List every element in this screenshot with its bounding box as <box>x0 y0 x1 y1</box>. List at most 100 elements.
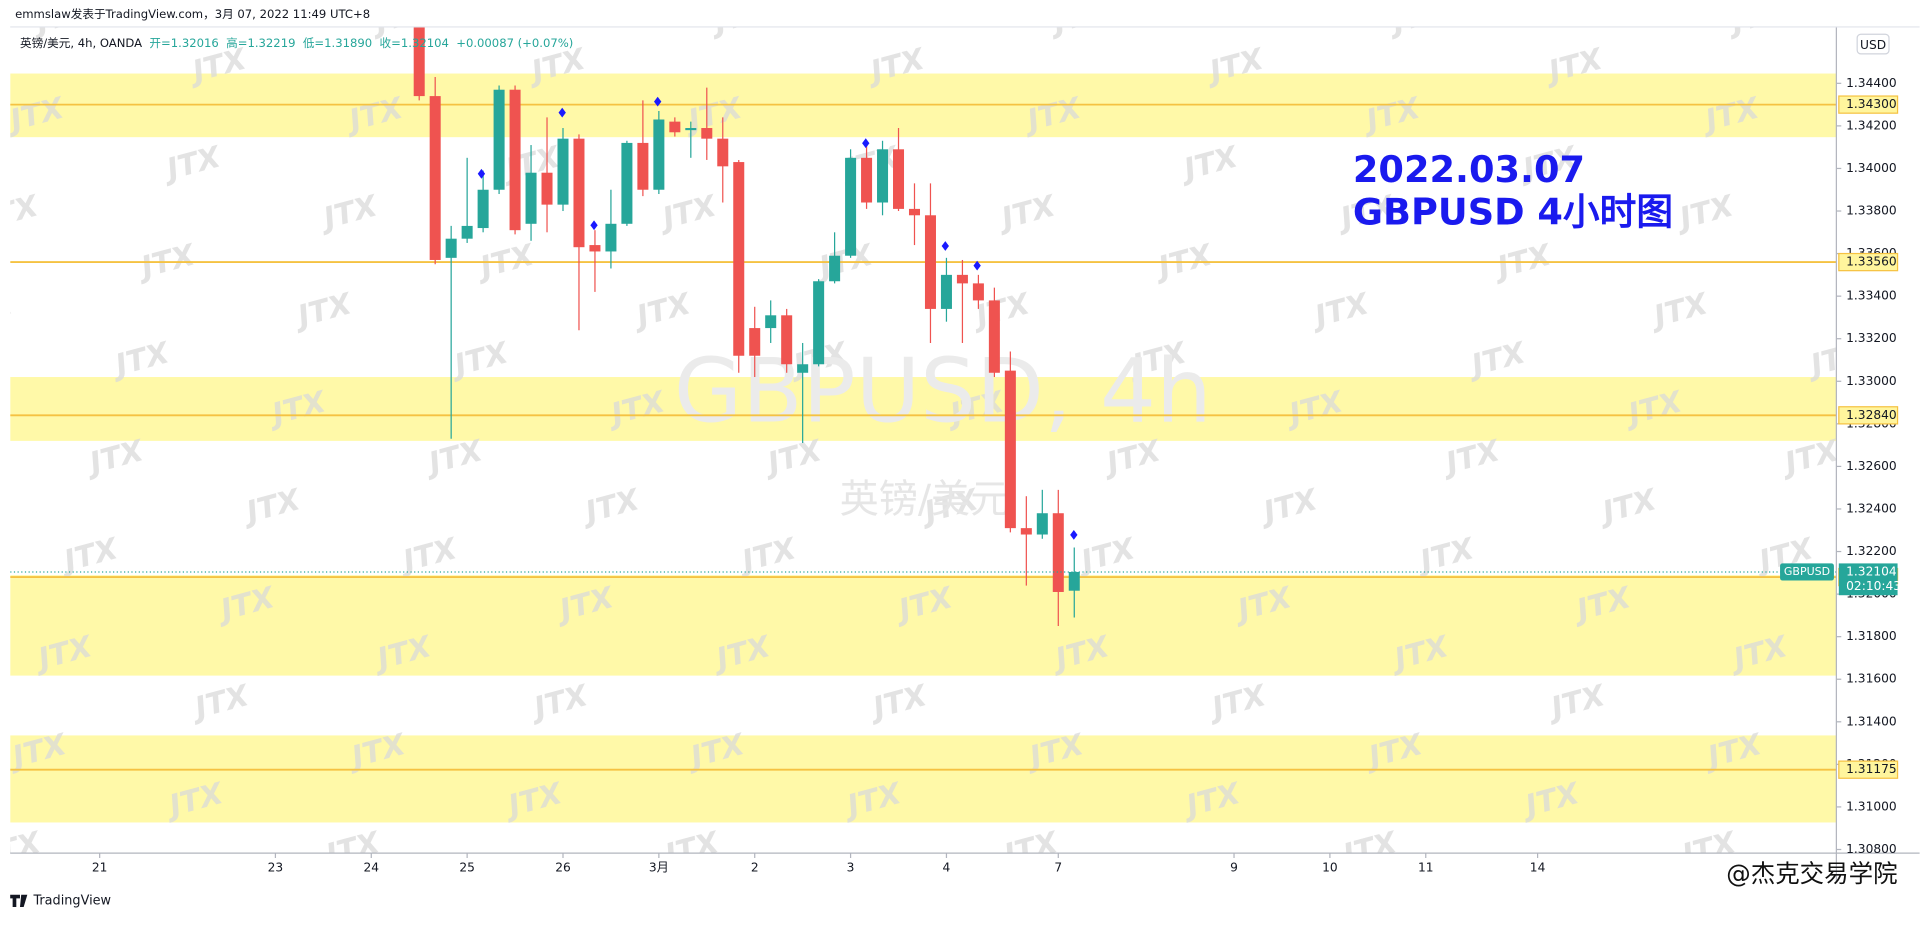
level-tag <box>1838 406 1899 425</box>
overlay-watermark: JTX <box>1176 139 1243 187</box>
candle-body <box>733 162 745 356</box>
x-tick-label: 2 <box>751 860 759 874</box>
annotation-symbol: GBPUSD 4小时图 <box>1353 191 1673 234</box>
plot-layer <box>10 26 1837 771</box>
x-tick-label: 9 <box>1230 860 1238 874</box>
overlay-watermark: JTX <box>0 188 43 236</box>
support-resistance-zone <box>10 377 1837 441</box>
candle-body <box>669 121 681 133</box>
overlay-watermark: JTX <box>0 825 45 873</box>
candle-body <box>829 255 841 282</box>
candle-body <box>717 138 729 167</box>
overlay-watermark: JTX <box>1335 825 1402 873</box>
legend-high: 高=1.32219 <box>226 35 295 49</box>
overlay-watermark: JTX <box>135 874 202 922</box>
level-tag <box>1838 252 1899 272</box>
currency-label[interactable]: USD <box>1860 38 1886 52</box>
x-tick-label: 14 <box>1530 860 1546 874</box>
candle-body <box>477 189 489 229</box>
candle-body <box>781 315 793 365</box>
candle-body <box>972 283 984 301</box>
candle-body <box>908 208 921 216</box>
x-tick-label: 3月 <box>649 860 669 874</box>
last-price-tag <box>1838 563 1898 596</box>
overlay-watermark: JTX <box>993 188 1060 236</box>
overlay-watermark: JTX <box>1908 580 1920 628</box>
support-resistance-zone <box>10 575 1837 676</box>
level-tag <box>1838 95 1899 114</box>
candle-body <box>509 89 521 231</box>
y-tick-label: 1.33400 <box>1846 289 1897 303</box>
overlay-watermark: JTX <box>996 825 1063 873</box>
x-tick-label: 10 <box>1322 860 1338 874</box>
candle-body <box>493 89 505 190</box>
symbol-watermark: GBPUSD, 4h <box>674 340 1212 443</box>
legend-close: 收=1.32104 <box>380 35 449 49</box>
overlay-watermark: JTX <box>1723 0 1790 41</box>
legend-low: 低=1.31890 <box>303 35 372 49</box>
overlay-watermark: JTX <box>289 286 356 334</box>
candle-body <box>765 315 777 329</box>
candle-body <box>621 142 633 224</box>
candle-body <box>956 274 968 284</box>
y-tick-label: 1.31400 <box>1846 714 1897 728</box>
x-tick-label: 21 <box>92 860 108 874</box>
y-tick-label: 1.33200 <box>1846 331 1897 345</box>
candle-body <box>557 138 569 205</box>
overlay-watermark: JTX <box>1045 0 1112 41</box>
x-tick-label: 26 <box>555 860 571 874</box>
candle-body <box>637 142 649 190</box>
candle-body <box>877 149 889 203</box>
ohlc-legend: 英镑/美元, 4h, OANDA 开=1.32016 高=1.32219 低=1.31… <box>20 35 573 49</box>
candle-body <box>1036 513 1048 535</box>
legend-symbol: 英镑/美元, 4h, OANDA <box>20 35 142 49</box>
overlay-watermark: JTX <box>1307 286 1374 334</box>
candle-body <box>988 300 1000 373</box>
candle-body <box>749 328 761 356</box>
annotation-date: 2022.03.07 <box>1353 148 1585 191</box>
signal-marker <box>477 168 486 179</box>
y-tick-label: 1.34000 <box>1846 161 1897 175</box>
overlay-watermark: JTX <box>706 0 773 41</box>
y-tick-label: 1.32200 <box>1846 544 1897 558</box>
candle-body <box>413 26 425 97</box>
overlay-watermark: JTX <box>158 139 225 187</box>
overlay-watermark: JTX <box>1204 678 1271 726</box>
candle-body <box>1004 370 1016 529</box>
candle-body <box>940 274 952 309</box>
candle-body <box>861 157 873 203</box>
overlay-watermark: JTX <box>1384 0 1451 41</box>
overlay-watermark: JTX <box>1152 874 1219 922</box>
candle-body <box>1068 571 1080 591</box>
brand-name: TradingView <box>32 893 111 908</box>
x-tick-label: 7 <box>1054 860 1062 874</box>
candle-body <box>1052 513 1064 592</box>
last-price-label: 1.32104 <box>1846 564 1897 578</box>
y-tick-label: 1.33000 <box>1846 374 1897 388</box>
overlay-watermark: JTX <box>238 482 305 530</box>
candle-body <box>461 225 473 239</box>
x-tick-label: 3 <box>847 860 855 874</box>
overlay-watermark: JTX <box>107 335 174 383</box>
candle-body <box>845 157 857 256</box>
signal-marker <box>1070 529 1078 540</box>
candle-body <box>541 172 553 205</box>
candle-body <box>701 128 713 139</box>
candle-body <box>589 245 601 252</box>
candle-body <box>429 96 441 260</box>
y-tick-label: 1.32600 <box>1846 459 1897 473</box>
currency-box[interactable] <box>1856 33 1890 55</box>
overlay-watermark: JTX <box>1255 482 1322 530</box>
overlay-watermark: JTX <box>1646 286 1713 334</box>
candle-body <box>924 215 936 309</box>
level-tag <box>1838 760 1899 779</box>
overlay-watermark: JTX <box>654 188 721 236</box>
overlay-watermark: JTX <box>1543 678 1610 726</box>
signal-marker <box>941 241 949 251</box>
y-tick-label: 1.32400 <box>1846 501 1897 515</box>
bar-countdown: 02:10:43 <box>1846 579 1901 593</box>
candle-body <box>653 119 665 190</box>
candle-body <box>605 223 617 252</box>
